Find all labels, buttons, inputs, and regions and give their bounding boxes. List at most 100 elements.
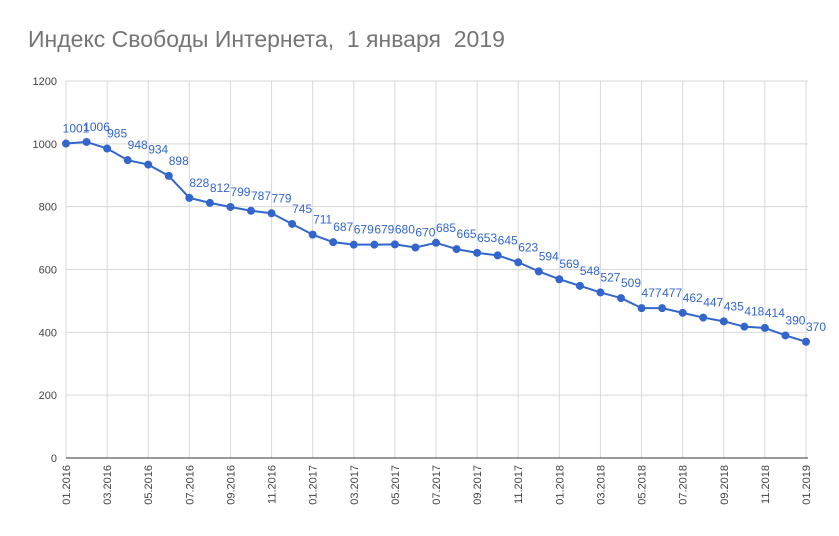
data-point xyxy=(596,288,605,297)
x-tick-label: 05.2017 xyxy=(390,465,402,505)
data-label: 509 xyxy=(621,276,641,290)
x-tick-label: 07.2016 xyxy=(184,465,196,505)
x-tick-label: 05.2018 xyxy=(637,465,649,505)
x-tick-label: 11.2016 xyxy=(267,465,279,504)
x-tick-label: 01.2016 xyxy=(61,465,73,505)
gridlines xyxy=(65,80,808,458)
data-label: 1006 xyxy=(83,120,110,134)
data-label: 462 xyxy=(683,291,703,305)
x-tick-label: 01.2018 xyxy=(554,465,566,505)
data-point xyxy=(719,317,728,326)
data-point xyxy=(555,275,564,284)
data-point xyxy=(226,202,235,211)
data-point xyxy=(514,258,523,267)
y-tick-label: 1200 xyxy=(33,76,57,88)
x-tick-label: 07.2018 xyxy=(678,465,690,505)
x-tick-label: 01.2017 xyxy=(308,465,320,505)
data-point xyxy=(62,139,70,148)
x-tick-label: 03.2018 xyxy=(595,465,607,505)
data-point xyxy=(740,322,749,331)
data-label: 477 xyxy=(642,286,662,300)
x-tick-label: 07.2017 xyxy=(431,465,443,505)
y-tick-label: 800 xyxy=(39,202,57,214)
data-label: 680 xyxy=(395,222,415,236)
data-point xyxy=(637,304,646,313)
data-point xyxy=(185,193,194,202)
data-point xyxy=(411,243,420,252)
x-tick-label: 03.2016 xyxy=(102,465,114,505)
data-label: 799 xyxy=(230,185,250,199)
data-point xyxy=(308,230,317,239)
data-point xyxy=(452,245,461,254)
data-label: 687 xyxy=(333,220,353,234)
data-label: 370 xyxy=(806,320,826,334)
data-label: 1001 xyxy=(63,122,90,136)
data-label: 948 xyxy=(128,138,148,152)
data-label: 548 xyxy=(580,264,600,278)
chart-title: Индекс Свободы Интернета, 1 января 2019 xyxy=(28,26,505,52)
data-point xyxy=(781,331,790,340)
data-label: 985 xyxy=(107,127,127,141)
x-tick-label: 09.2017 xyxy=(472,465,484,505)
data-point xyxy=(164,171,173,180)
data-label: 594 xyxy=(539,249,559,263)
x-tick-label: 11.2018 xyxy=(760,465,772,504)
y-tick-label: 400 xyxy=(39,327,57,339)
data-label: 685 xyxy=(436,221,456,235)
data-point xyxy=(103,144,112,153)
axes: 0 200 400 600 800 1000 1200 01.2016 03.2016 05.20… xyxy=(33,76,813,505)
data-label: 934 xyxy=(148,143,168,157)
data-label: 812 xyxy=(210,181,230,195)
data-point xyxy=(699,313,708,322)
x-tick-label: 11.2017 xyxy=(513,465,525,504)
data-label: 787 xyxy=(251,189,271,203)
data-point xyxy=(617,294,625,303)
data-point xyxy=(247,206,255,215)
data-point xyxy=(575,281,584,290)
data-label: 418 xyxy=(744,305,764,319)
data-label: 711 xyxy=(313,213,332,227)
data-label: 477 xyxy=(662,286,682,300)
data-point xyxy=(205,198,214,207)
data-point xyxy=(329,238,338,247)
data-label: 828 xyxy=(189,176,209,190)
data-label: 898 xyxy=(169,154,189,168)
y-tick-label: 1000 xyxy=(33,139,57,151)
data-label: 679 xyxy=(374,223,394,237)
data-points xyxy=(62,137,810,346)
data-point xyxy=(349,240,358,249)
x-tick-label: 09.2018 xyxy=(719,465,731,505)
x-tick-label: 09.2016 xyxy=(225,465,237,505)
data-label: 653 xyxy=(477,231,497,245)
data-point xyxy=(288,219,297,228)
data-point xyxy=(123,156,132,165)
data-point xyxy=(802,337,810,346)
data-point xyxy=(534,267,543,276)
data-point xyxy=(493,251,502,260)
data-label: 569 xyxy=(559,257,579,271)
x-tick-label: 01.2019 xyxy=(801,465,813,505)
data-point xyxy=(658,304,667,313)
data-label: 645 xyxy=(498,233,518,247)
data-point xyxy=(267,209,276,218)
data-point xyxy=(390,240,399,249)
data-label: 447 xyxy=(703,296,723,310)
data-label: 414 xyxy=(765,306,785,320)
data-point xyxy=(432,238,440,247)
y-tick-label: 0 xyxy=(51,453,57,465)
y-tick-label: 600 xyxy=(39,265,57,277)
data-label: 665 xyxy=(457,227,477,241)
data-point xyxy=(678,308,687,317)
data-point xyxy=(144,160,153,169)
data-point xyxy=(82,137,91,146)
data-point xyxy=(370,240,379,249)
data-label: 670 xyxy=(415,226,435,240)
data-label: 435 xyxy=(724,299,744,313)
data-label: 623 xyxy=(518,240,538,254)
x-tick-label: 05.2016 xyxy=(143,465,155,505)
data-label: 679 xyxy=(354,223,374,237)
data-label: 390 xyxy=(785,313,805,327)
